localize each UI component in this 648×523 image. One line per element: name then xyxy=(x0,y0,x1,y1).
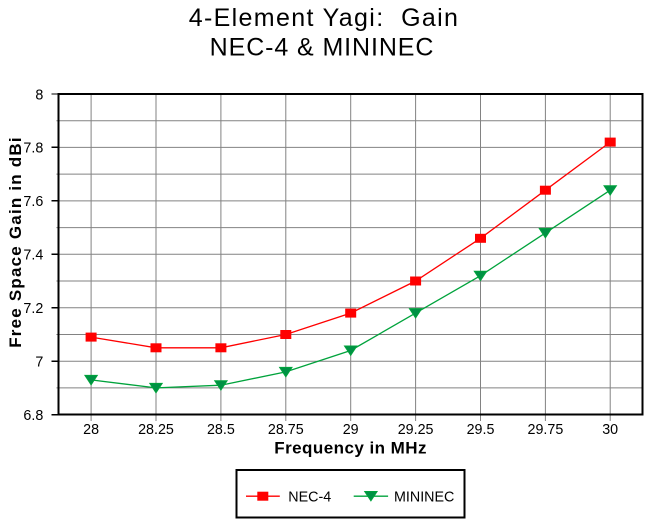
svg-text:29.75: 29.75 xyxy=(528,422,564,438)
svg-text:7.6: 7.6 xyxy=(23,194,43,210)
svg-text:7: 7 xyxy=(35,355,43,371)
svg-text:29.25: 29.25 xyxy=(398,422,434,438)
svg-text:MININEC: MININEC xyxy=(394,489,454,505)
svg-text:28.5: 28.5 xyxy=(207,422,235,438)
svg-text:29.5: 29.5 xyxy=(467,422,495,438)
svg-text:28.25: 28.25 xyxy=(138,422,174,438)
svg-text:NEC-4 & MININEC: NEC-4 & MININEC xyxy=(210,33,435,61)
svg-text:4-Element Yagi: Gain: 4-Element Yagi: Gain xyxy=(189,4,460,32)
svg-text:7.8: 7.8 xyxy=(23,141,43,157)
svg-text:28: 28 xyxy=(83,422,99,438)
svg-text:8: 8 xyxy=(35,87,43,103)
svg-text:7.2: 7.2 xyxy=(23,301,43,317)
svg-text:Free Space Gain in dBi: Free Space Gain in dBi xyxy=(6,136,25,348)
svg-text:Frequency in MHz: Frequency in MHz xyxy=(274,438,427,457)
svg-text:28.75: 28.75 xyxy=(268,422,304,438)
svg-text:6.8: 6.8 xyxy=(23,408,43,424)
svg-text:7.4: 7.4 xyxy=(23,248,43,264)
svg-text:30: 30 xyxy=(602,422,618,438)
svg-text:NEC-4: NEC-4 xyxy=(288,489,331,505)
svg-text:29: 29 xyxy=(343,422,359,438)
